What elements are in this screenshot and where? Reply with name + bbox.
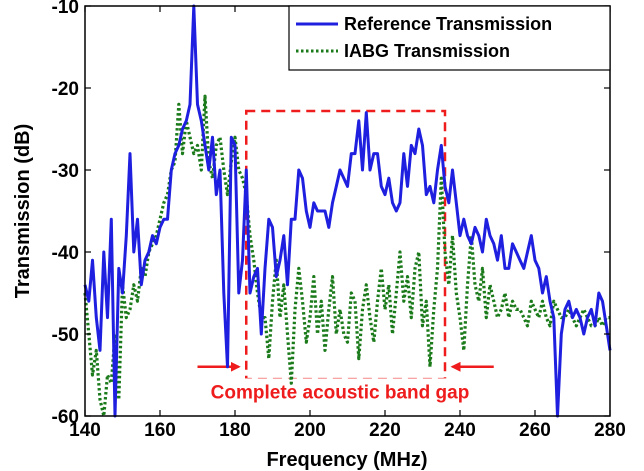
x-tick-label: 280 <box>594 420 626 441</box>
series-line-iabg-transmission <box>83 94 610 418</box>
band-gap-label-background <box>179 378 501 403</box>
y-tick-label: -30 <box>52 161 79 182</box>
series-line-reference-transmission <box>83 4 612 418</box>
legend-label-reference-transmission: Reference Transmission <box>344 14 552 34</box>
x-tick-label: 220 <box>369 420 401 441</box>
y-tick-label: -60 <box>52 407 79 428</box>
band-gap-box <box>245 109 447 381</box>
band-gap-label: Complete acoustic band gap <box>211 382 470 403</box>
legend-label-iabg-transmission: IABG Transmission <box>344 41 510 61</box>
x-tick-label: 180 <box>219 420 251 441</box>
y-tick-label: -40 <box>52 243 79 264</box>
tick-layer: 140 160 180 200 220 240 260 280 -60 -50 -40 -30 -20 -… <box>52 0 626 441</box>
x-tick-label: 240 <box>444 420 476 441</box>
y-axis-label: Transmission (dB) <box>12 124 34 298</box>
y-tick-label: -20 <box>52 79 79 100</box>
x-axis-label: Frequency (MHz) <box>266 449 427 471</box>
x-tick-label: 160 <box>144 420 176 441</box>
y-tick-label: -50 <box>52 325 79 346</box>
legend: Reference Transmission IABG Transmission <box>288 5 611 71</box>
y-tick-label: -10 <box>52 0 79 18</box>
legend-box <box>288 5 611 71</box>
x-tick-label: 140 <box>69 420 101 441</box>
x-tick-label: 200 <box>294 420 326 441</box>
annotation-layer: Complete acoustic band gap <box>179 109 501 403</box>
x-tick-label: 260 <box>519 420 551 441</box>
series-layer <box>83 4 612 418</box>
plot-background <box>85 6 610 416</box>
